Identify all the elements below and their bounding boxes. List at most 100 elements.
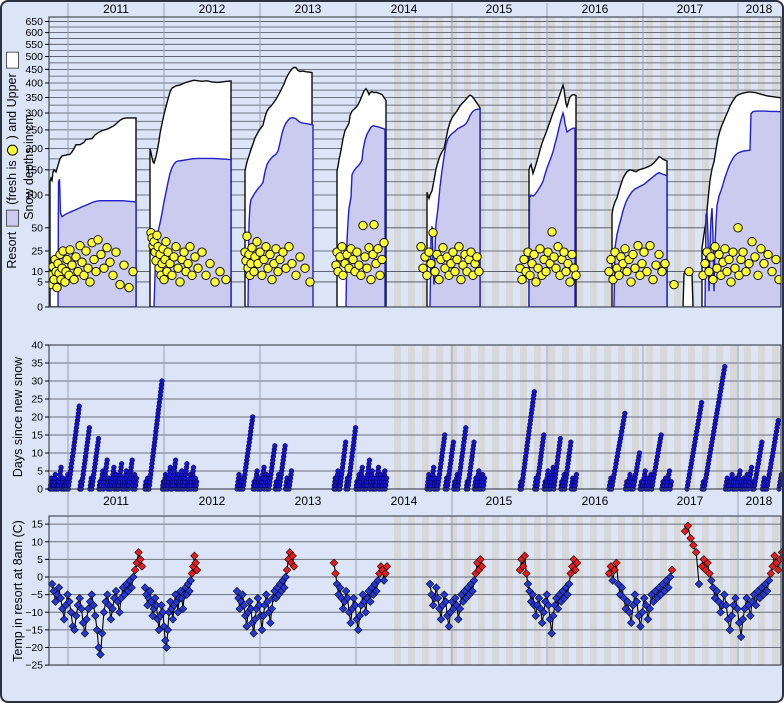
fresh-snow-dot	[116, 280, 124, 288]
fresh-snow-dot	[658, 267, 666, 275]
temp-point	[100, 608, 108, 616]
y-tick-label: 350	[25, 92, 43, 104]
stripe-bar	[506, 516, 513, 665]
days-since-snow-dot	[442, 433, 447, 438]
days-since-snow-dot	[134, 476, 139, 481]
fresh-snow-dot	[262, 243, 270, 251]
temp-point	[283, 566, 291, 574]
temp-point	[429, 601, 437, 609]
stripe-bar	[702, 516, 709, 665]
fresh-snow-dot	[768, 267, 776, 275]
snow-depth-label: Snow depths in cm	[22, 114, 36, 220]
days-since-snow-dot	[272, 443, 277, 448]
fresh-snow-dot	[701, 259, 709, 267]
y-tick-label: 5	[37, 276, 43, 288]
fresh-snow-dot	[727, 278, 735, 286]
fresh-snow-dot	[754, 271, 762, 279]
fresh-snow-dot	[301, 264, 309, 272]
fresh-snow-dot	[734, 224, 742, 232]
days-since-snow-dot	[760, 440, 765, 445]
fresh-snow-dot	[162, 238, 170, 246]
days-since-snow-dot	[384, 476, 389, 481]
days-since-snow-dot	[77, 404, 82, 409]
fresh-snow-dot	[198, 248, 206, 256]
days-since-snow-dot	[669, 479, 674, 484]
stripe-bar	[772, 516, 779, 665]
stripe-bar	[604, 516, 611, 665]
temp-point	[104, 591, 112, 599]
fresh-snow-dot	[274, 267, 282, 275]
y-tick-label: 650	[25, 16, 43, 28]
days-since-snow-dot	[87, 425, 92, 430]
stripe-bar	[744, 516, 751, 665]
days-since-snow-dot	[250, 415, 255, 420]
days-since-snow-dot	[699, 400, 704, 405]
fresh-snow-dot	[125, 283, 133, 291]
stripe-bar	[408, 516, 415, 665]
y-tick-label: 10	[31, 266, 43, 278]
fresh-snow-dot	[451, 267, 459, 275]
days-since-snow-dot	[255, 469, 260, 474]
days-since-snow-dot	[59, 465, 64, 470]
days-since-snow-dot	[168, 465, 173, 470]
fresh-snow-dot	[751, 253, 759, 261]
fresh-snow-dot	[288, 259, 296, 267]
fresh-snow-dot	[296, 253, 304, 261]
fresh-snow-dot	[120, 261, 128, 269]
fresh-snow-dot	[621, 245, 629, 253]
fresh-snow-dot	[652, 261, 660, 269]
fresh-snow-dot	[431, 267, 439, 275]
temp-point	[131, 566, 139, 574]
fresh-snow-dot	[338, 243, 346, 251]
fresh-snow-dot	[188, 271, 196, 279]
y-tick-label: 20	[31, 412, 43, 424]
fresh-snow-dot	[721, 245, 729, 253]
stripe-bar	[534, 516, 541, 665]
days-since-snow-dot	[160, 379, 165, 384]
y-tick-label: 25	[31, 246, 43, 258]
fresh-snow-dot	[711, 243, 719, 251]
stripe-bar	[450, 516, 457, 665]
fresh-snow-dot	[339, 271, 347, 279]
fresh-snow-dot	[172, 243, 180, 251]
days-since-snow-dot	[730, 472, 735, 477]
fresh-snow-dot	[153, 231, 161, 239]
fresh-snow-dot	[86, 278, 94, 286]
fresh-snow-dot	[363, 264, 371, 272]
fresh-snow-dot	[361, 253, 369, 261]
fresh-snow-dot	[548, 228, 556, 236]
fresh-snow-dot	[216, 267, 224, 275]
y-tick-label: −5	[31, 589, 43, 601]
days-since-snow-dot	[659, 433, 664, 438]
fresh-snow-dot	[370, 221, 378, 229]
days-since-snow-dot	[289, 469, 294, 474]
days-since-snow-dot	[472, 440, 477, 445]
stripe-bar	[730, 516, 737, 665]
days-since-snow-dot	[558, 436, 563, 441]
fresh-snow-dot	[760, 259, 768, 267]
y-tick-label: 15	[31, 519, 43, 531]
fresh-snow-dot	[106, 258, 114, 266]
y-tick-label: 500	[25, 51, 43, 63]
year-label: 2012	[199, 2, 226, 16]
fresh-snow-dot	[53, 283, 61, 291]
days-since-snow-dot	[173, 458, 178, 463]
fresh-snow-dot	[729, 248, 737, 256]
days-since-snow-dot	[532, 389, 537, 394]
days-label: Days since new snow	[11, 357, 25, 477]
y-tick-label: 5	[37, 554, 43, 566]
y-tick-label: 400	[25, 78, 43, 90]
stripe-bar	[394, 516, 401, 665]
days-since-snow-dot	[124, 469, 129, 474]
fresh-snow-dot	[355, 261, 363, 269]
upper-legend-swatch	[6, 51, 19, 68]
fresh-snow-dot	[550, 253, 558, 261]
fresh-snow-dot	[243, 232, 251, 240]
fresh-snow-dot	[615, 271, 623, 279]
fresh-snow-dot	[170, 253, 178, 261]
fresh-snow-dot	[757, 245, 765, 253]
days-since-snow-dot	[96, 436, 101, 441]
stripe-bar	[492, 516, 499, 665]
fresh-snow-dot	[562, 267, 570, 275]
temp-point	[112, 587, 120, 595]
